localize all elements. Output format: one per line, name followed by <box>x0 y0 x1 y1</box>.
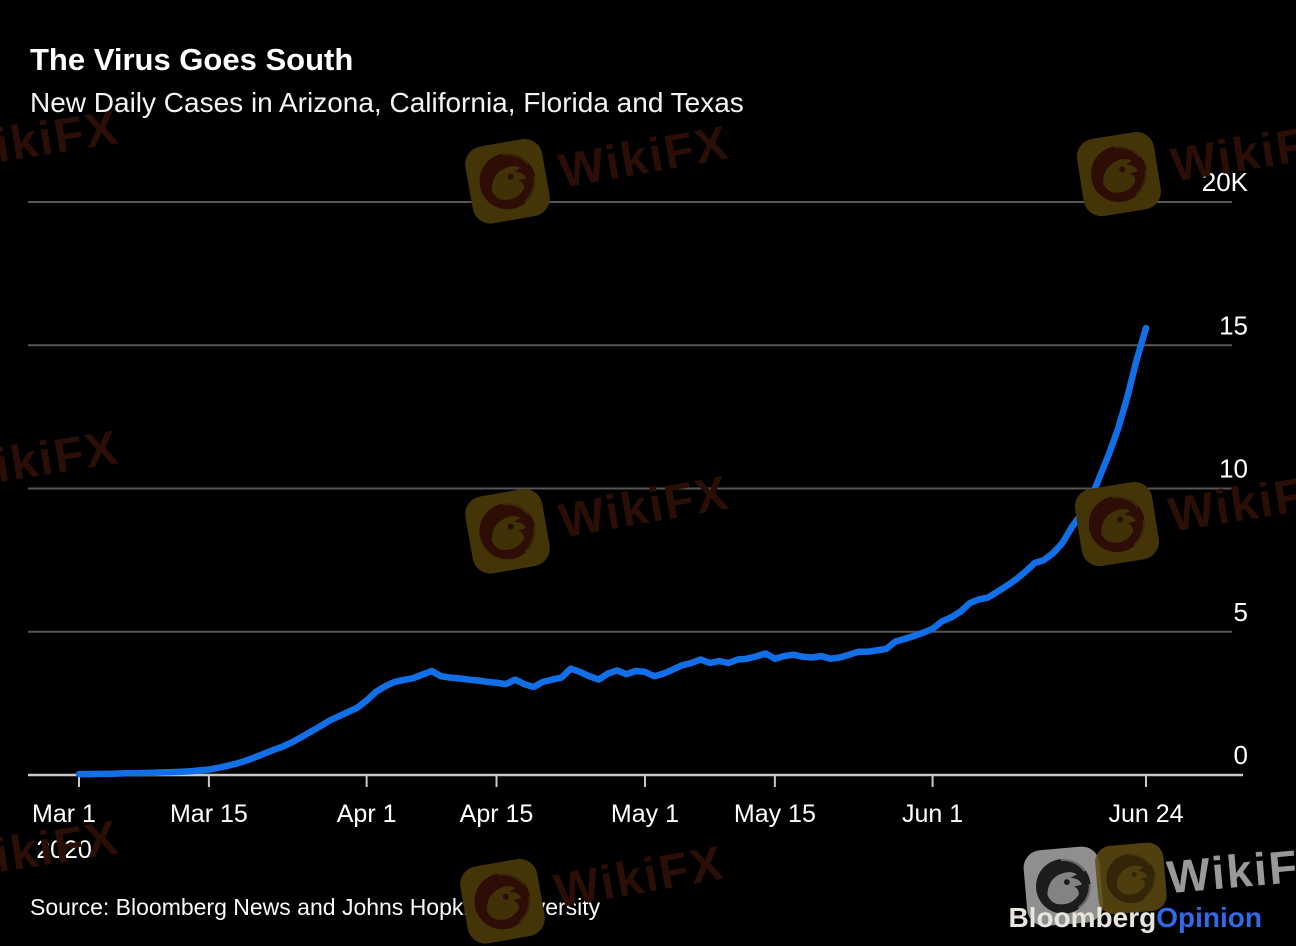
y-tick-label: 5 <box>1234 597 1248 627</box>
x-tick-label: Jun 1 <box>902 800 963 828</box>
y-tick-label: 10 <box>1219 454 1248 484</box>
y-tick-label: 0 <box>1234 740 1248 770</box>
source-note: Source: Bloomberg News and Johns Hopkins… <box>30 894 601 920</box>
chart-subtitle: New Daily Cases in Arizona, California, … <box>30 87 744 118</box>
x-tick-label: Mar 1 <box>32 800 96 828</box>
x-tick-label: Apr 1 <box>337 800 397 828</box>
x-tick-label: Apr 15 <box>460 800 534 828</box>
x-tick-label: Jun 24 <box>1108 800 1183 828</box>
y-tick-label: 15 <box>1219 310 1248 340</box>
brand-opinion: Opinion <box>1156 902 1262 933</box>
data-line <box>75 324 1150 778</box>
x-tick-label: Mar 15 <box>170 800 248 828</box>
x-tick-label: May 1 <box>611 800 679 828</box>
gridlines <box>28 201 1243 777</box>
x-tick-year-label: 2020 <box>36 836 92 864</box>
chart-title: The Virus Goes South <box>30 42 354 77</box>
brand-logo: BloombergOpinion <box>1008 902 1262 934</box>
brand-bloomberg: Bloomberg <box>1008 902 1157 933</box>
x-axis-labels: Mar 1 2020 Mar 15 Apr 1 Apr 15 May 1 May 15 Jun… <box>32 800 1184 864</box>
x-tick-label: May 15 <box>734 800 816 828</box>
y-axis-labels: 0 5 10 15 20K <box>1202 167 1249 770</box>
y-tick-label: 20K <box>1202 167 1249 197</box>
x-axis-ticks <box>78 775 1147 787</box>
